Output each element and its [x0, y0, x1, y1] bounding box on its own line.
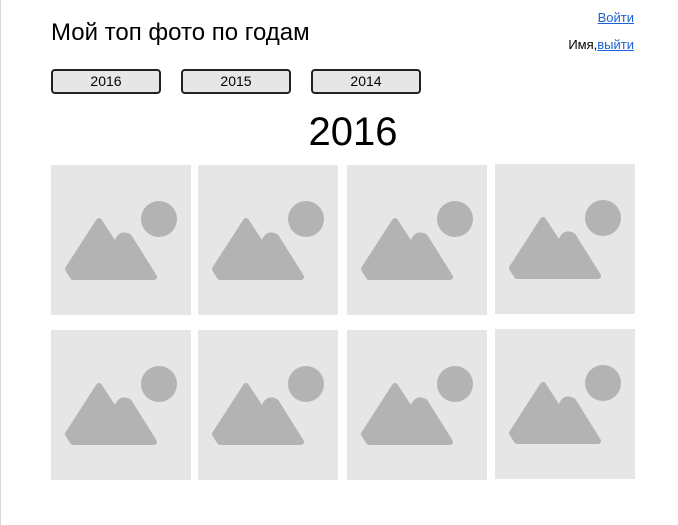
image-placeholder-icon	[212, 201, 324, 280]
year-tab-2015[interactable]: 2015	[181, 69, 291, 94]
image-placeholder-icon	[509, 365, 621, 444]
photo-tile[interactable]	[51, 330, 191, 480]
image-placeholder-icon	[361, 366, 473, 445]
page-title: Мой топ фото по годам	[51, 19, 310, 46]
image-placeholder-icon	[361, 201, 473, 280]
photo-tile[interactable]	[51, 165, 191, 315]
photo-tile[interactable]	[347, 330, 487, 480]
logout-link[interactable]: выйти	[597, 37, 634, 52]
year-tabs: 2016 2015 2014	[51, 69, 421, 94]
year-tab-2016[interactable]: 2016	[51, 69, 161, 94]
photo-tile[interactable]	[495, 329, 635, 479]
image-placeholder-icon	[65, 366, 177, 445]
page-left-border	[0, 0, 1, 525]
user-info: Имя,выйти	[568, 37, 634, 52]
image-placeholder-icon	[509, 200, 621, 279]
photo-tile[interactable]	[495, 164, 635, 314]
image-placeholder-icon	[212, 366, 324, 445]
login-link[interactable]: Войти	[597, 10, 634, 25]
photo-tile[interactable]	[198, 165, 338, 315]
year-tab-2014[interactable]: 2014	[311, 69, 421, 94]
image-placeholder-icon	[65, 201, 177, 280]
photo-tile[interactable]	[198, 330, 338, 480]
user-name: Имя,	[568, 37, 598, 52]
section-year-heading: 2016	[308, 110, 398, 154]
photo-tile[interactable]	[347, 165, 487, 315]
